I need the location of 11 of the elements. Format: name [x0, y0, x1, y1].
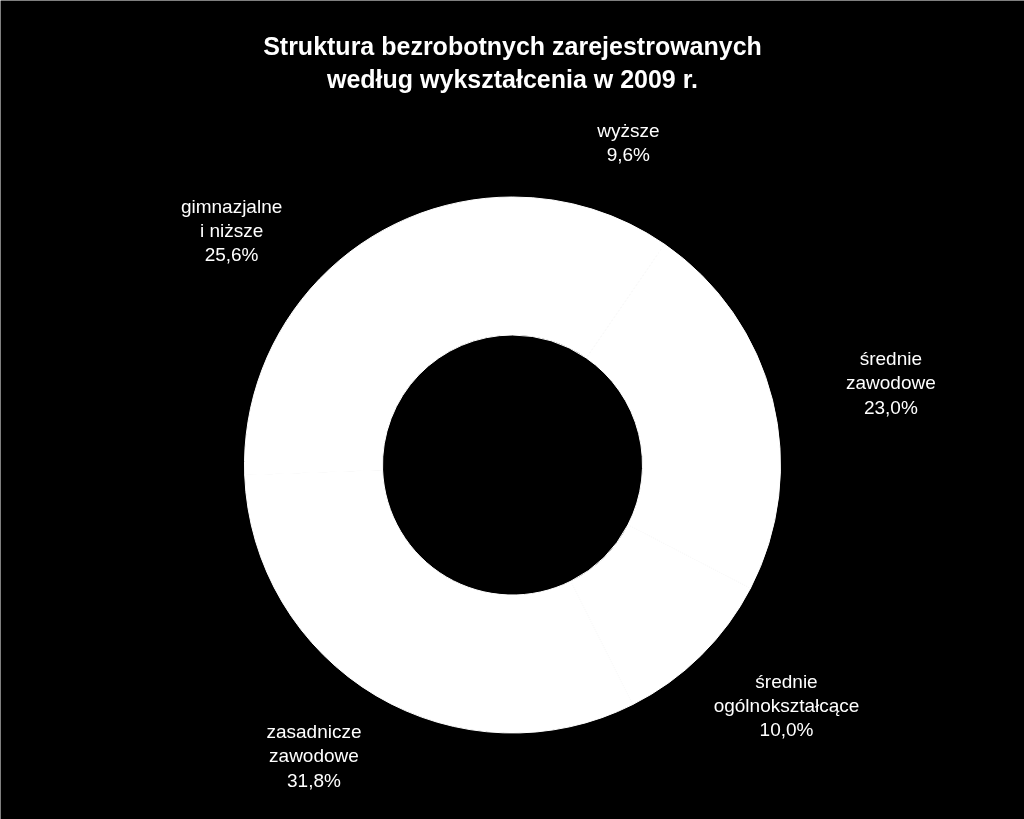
slice-label: wyższe — [596, 119, 660, 141]
slice-label: średnie zawodowe — [845, 348, 936, 394]
data-label: 23,0% — [863, 396, 918, 418]
slice-label: zasadnicze zawodowe — [266, 721, 362, 767]
slice-label: średnie ogólnokształcące — [713, 670, 860, 716]
data-label: 10,0% — [759, 719, 814, 741]
chart-title: Struktura bezrobotnych zarejestrowanych według wykształcenia w 2009 r. — [263, 31, 762, 94]
data-label: 31,8% — [287, 769, 342, 791]
slice-label: gimnazjalne i niższe — [180, 195, 283, 242]
data-label: 9,6% — [606, 143, 651, 165]
data-label: 25,6% — [204, 244, 259, 266]
